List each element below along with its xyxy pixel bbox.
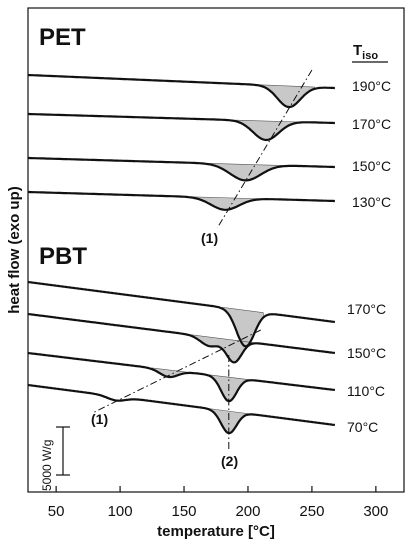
iso-label-pet-130: 130°C [352,194,391,210]
marker-label-pbt-1: (1) [91,411,108,427]
legend-header-sub: iso [362,50,378,62]
iso-label-pbt-110: 110°C [347,383,385,399]
dsc-trace-pet-130 [28,190,335,211]
dsc-trace-pet-150 [28,156,335,182]
x-tick-label-150: 150 [172,503,197,520]
dsc-trace-pet-170 [28,112,335,142]
iso-label-pbt-170: 170°C [347,301,386,317]
dsc-trace-pbt-150 [27,312,336,364]
peak-fills [151,84,315,434]
dsc-trace-pbt-70 [27,383,336,435]
y-axis-label: heat flow (exo up) [6,186,23,314]
iso-label-pbt-150: 150°C [347,345,386,361]
iso-label-pet-170: 170°C [352,116,391,132]
panel-title-pbt: PBT [39,243,87,270]
legend-header: Tiso [353,42,378,62]
iso-label-pbt-70: 70°C [347,419,378,435]
dsc-traces [27,73,336,435]
x-tick-label-300: 300 [363,503,388,520]
x-tick-label-250: 250 [299,503,324,520]
marker-line-pbt-1 [94,329,261,413]
x-tick-label-50: 50 [48,503,65,520]
panel-title-pet: PET [39,24,86,51]
x-axis-ticks: 50 100 150 200 250 300 [48,486,388,520]
marker-line-pet-1 [216,69,313,229]
iso-label-pet-190: 190°C [352,78,391,94]
scale-bar-label: 5000 W/g [40,440,54,491]
dsc-trace-pbt-110 [27,351,336,403]
legend-header-main: T [353,42,362,59]
dsc-trace-pbt-170 [27,280,336,348]
iso-label-pet-150: 150°C [352,158,391,174]
marker-label-pet-1: (1) [201,230,218,246]
marker-label-pbt-2: (2) [221,453,238,469]
dsc-trace-pet-190 [27,73,335,109]
marker-lines [94,69,313,452]
x-tick-label-100: 100 [108,503,133,520]
x-axis-label: temperature [°C] [157,523,275,540]
x-tick-label-200: 200 [235,503,260,520]
